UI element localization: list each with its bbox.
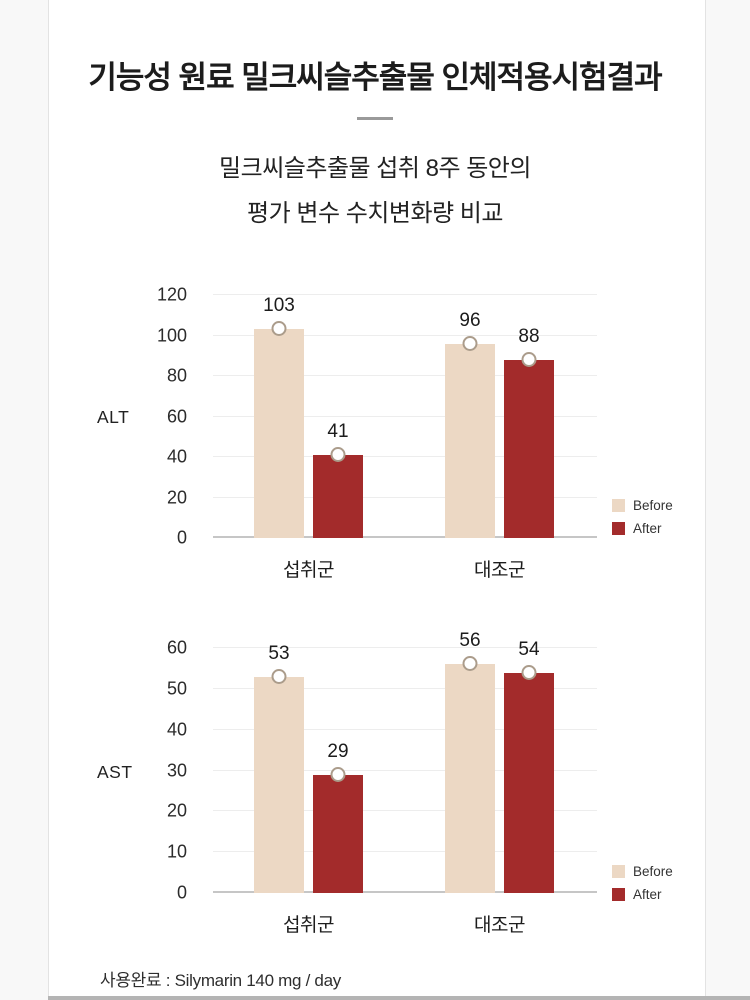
before-swatch-icon [612, 499, 625, 512]
before-swatch-icon [612, 865, 625, 878]
bar-top-marker-icon [330, 766, 346, 782]
y-tick-label: 0 [176, 882, 187, 903]
alt-x-axis-labels: 섭취군 대조군 [213, 555, 595, 582]
subtitle-line-2: 평가 변수 수치변화량 비교 [247, 200, 503, 227]
legend-row-before: Before [612, 494, 673, 517]
bar-value-label: 53 [268, 642, 290, 664]
gridline [213, 415, 597, 417]
y-tick-label: 10 [166, 841, 187, 862]
ast-plot-area: 53 29 56 54 [213, 630, 597, 893]
bar-top-marker-icon [521, 664, 537, 680]
bar-value-label: 96 [459, 309, 481, 331]
y-tick-label: 20 [166, 487, 187, 508]
bar-top-marker-icon [330, 446, 346, 462]
category-label: 섭취군 [283, 560, 334, 581]
before-bar: 103 [254, 295, 304, 538]
legend-label-after: After [633, 521, 662, 536]
alt-axis-label: ALT [97, 407, 130, 427]
before-bar: 96 [445, 310, 495, 538]
alt-y-axis: 0 20 40 60 80 100 120 [115, 285, 187, 548]
alt-plot-area: 103 41 96 88 [213, 294, 597, 538]
bar-group: 103 41 [254, 295, 363, 538]
gridline [213, 334, 597, 336]
after-swatch-icon [612, 888, 625, 901]
subtitle-line-1: 밀크씨슬추출물 섭취 8주 동안의 [219, 155, 531, 182]
y-tick-label: 40 [166, 446, 187, 467]
ingredient-footnote: 사용완료 : Silymarin 140 mg / day [100, 971, 341, 990]
ast-x-axis-labels: 섭취군 대조군 [213, 910, 595, 937]
gridline [213, 687, 597, 689]
bar-value-label: 56 [459, 630, 481, 652]
bar-top-marker-icon [271, 668, 287, 684]
gridline [213, 456, 597, 458]
y-tick-label: 60 [166, 406, 187, 426]
bar-value-label: 88 [518, 325, 540, 347]
y-tick-label: 0 [176, 527, 187, 548]
gridline [213, 496, 597, 498]
alt-legend: Before After [612, 494, 673, 540]
gridline [213, 769, 597, 771]
gridline [213, 294, 597, 295]
bar-top-marker-icon [271, 321, 287, 337]
y-tick-label: 20 [166, 800, 187, 821]
y-tick-label: 30 [166, 760, 187, 780]
title-divider [357, 117, 393, 120]
legend-row-after: After [612, 517, 673, 540]
category-label: 섭취군 [283, 915, 334, 936]
ast-axis-label: AST [97, 762, 133, 782]
bar-value-label: 29 [327, 740, 349, 762]
ast-bar-chart: AST 0 10 20 30 40 50 60 53 29 56 54 섭취군 대조군 Before… [0, 630, 750, 948]
bar-group: 56 54 [445, 630, 554, 893]
ast-legend: Before After [612, 860, 673, 906]
chart-subtitle: 밀크씨슬추출물 섭취 8주 동안의 평가 변수 수치변화량 비교 [0, 146, 750, 236]
bar-group: 96 88 [445, 295, 554, 538]
gridline [213, 851, 597, 853]
legend-label-after: After [633, 887, 662, 902]
y-tick-label: 120 [156, 284, 187, 305]
y-tick-label: 100 [156, 325, 187, 345]
gridline [213, 810, 597, 812]
bar-value-label: 103 [263, 295, 295, 317]
x-axis-baseline [213, 891, 597, 893]
page-title: 기능성 원료 밀크씨슬추출물 인체적용시험결과 [88, 60, 662, 95]
gridline [213, 647, 597, 648]
bottom-section-edge [48, 996, 750, 1000]
bar-top-marker-icon [462, 656, 478, 672]
y-tick-label: 50 [166, 678, 187, 699]
before-bar: 56 [445, 630, 495, 893]
x-axis-baseline [213, 536, 597, 538]
y-tick-label: 80 [166, 365, 187, 386]
bar-group: 53 29 [254, 643, 363, 893]
legend-row-after: After [612, 883, 673, 906]
category-label: 대조군 [474, 915, 525, 936]
bar-top-marker-icon [462, 335, 478, 351]
alt-bar-chart: ALT 0 20 40 60 80 100 120 103 41 96 88 섭취군 대조군 Bef… [0, 285, 750, 595]
after-swatch-icon [612, 522, 625, 535]
gridline [213, 728, 597, 730]
after-bar: 29 [313, 741, 363, 893]
after-bar: 88 [504, 326, 554, 538]
bar-value-label: 41 [327, 420, 349, 442]
gridline [213, 375, 597, 377]
y-tick-label: 60 [166, 637, 187, 658]
before-bar: 53 [254, 643, 304, 893]
legend-row-before: Before [612, 860, 673, 883]
y-tick-label: 40 [166, 719, 187, 740]
after-bar: 41 [313, 421, 363, 538]
bar-value-label: 54 [518, 638, 540, 660]
bar-top-marker-icon [521, 351, 537, 367]
ast-y-axis: 0 10 20 30 40 50 60 [115, 638, 187, 903]
after-bar: 54 [504, 639, 554, 893]
legend-label-before: Before [633, 864, 673, 879]
content-card [48, 0, 706, 1000]
category-label: 대조군 [474, 560, 525, 581]
legend-label-before: Before [633, 498, 673, 513]
